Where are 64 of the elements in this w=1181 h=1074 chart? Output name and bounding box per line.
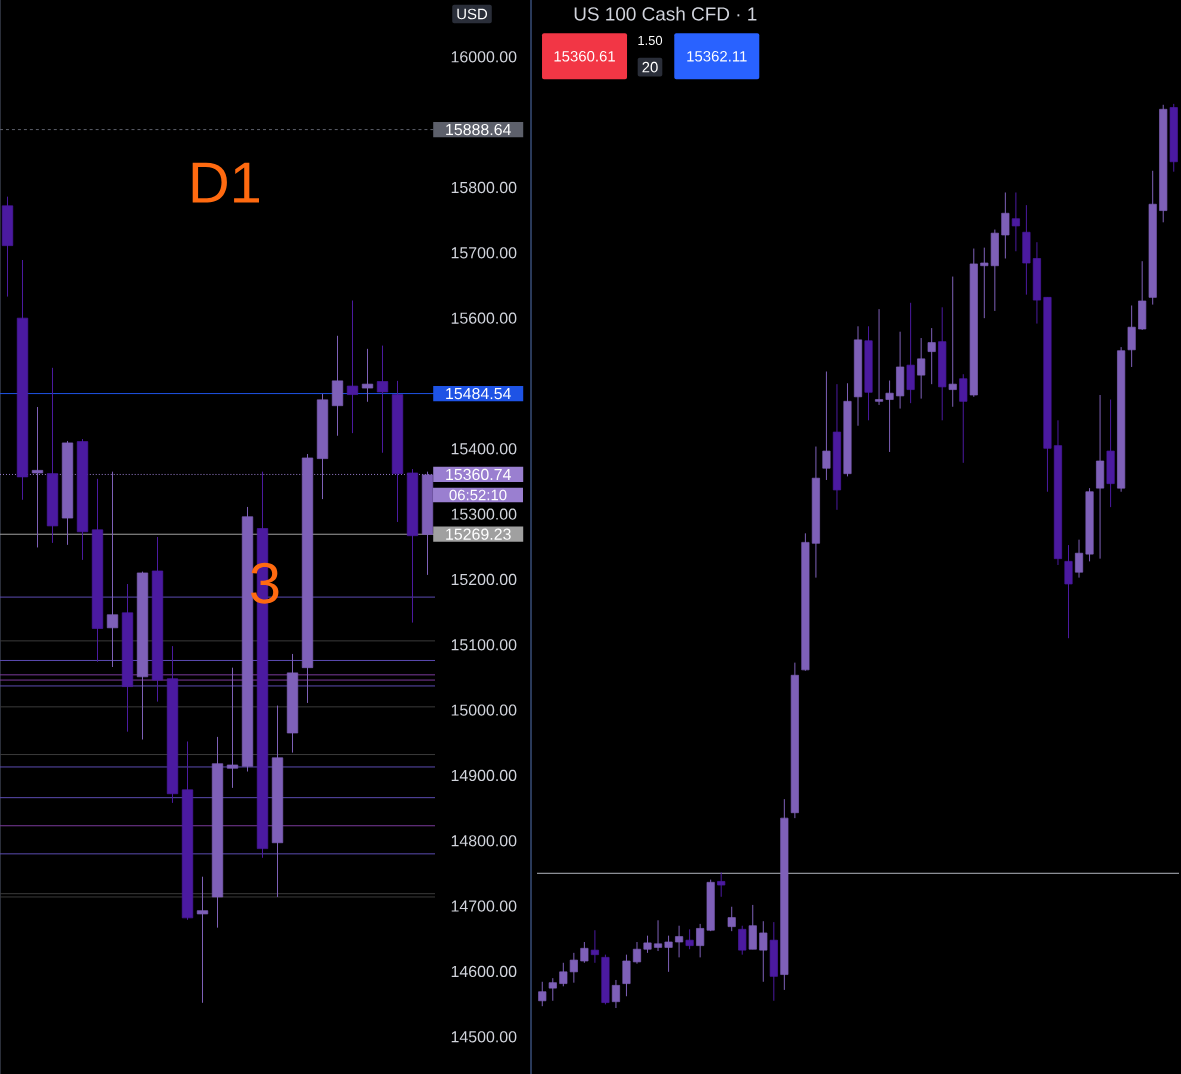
candlestick xyxy=(376,345,389,454)
y-tick-label: 14800.00 xyxy=(451,835,517,847)
candlestick xyxy=(548,977,557,1002)
y-tick-label: 14700.00 xyxy=(451,900,517,912)
ref-line-label: 15888.64 xyxy=(446,123,511,136)
y-tick-label: 15800.00 xyxy=(451,181,517,194)
candlestick xyxy=(31,406,44,548)
text: 15362.11 xyxy=(687,50,747,62)
ref-line-label: 15269.23 xyxy=(446,528,511,540)
candlestick xyxy=(885,380,894,453)
ref-line-label: 15360.74 xyxy=(446,468,511,481)
y-tick-label: 15600.00 xyxy=(451,312,517,324)
candlestick xyxy=(822,371,831,481)
candlestick xyxy=(346,300,359,434)
candlestick xyxy=(1011,191,1020,252)
candlestick xyxy=(917,337,926,400)
candlestick xyxy=(759,920,768,983)
candlestick xyxy=(632,941,642,965)
candlestick xyxy=(696,923,705,958)
candlestick xyxy=(959,373,968,464)
candlestick xyxy=(559,962,568,987)
candlestick xyxy=(685,928,694,950)
candlestick xyxy=(717,871,726,898)
y-tick-label: 16000.00 xyxy=(451,51,517,63)
candlestick xyxy=(106,471,119,668)
candlestick xyxy=(1001,191,1010,259)
candlestick xyxy=(675,925,684,958)
candlestick xyxy=(927,327,936,385)
text: 15360.61 xyxy=(554,50,615,62)
text: 06:52:10 xyxy=(449,489,507,501)
candlestick xyxy=(948,276,957,408)
y-tick-label: 15100.00 xyxy=(451,639,517,651)
annotation: D1 xyxy=(192,162,259,203)
y-tick-label: 15700.00 xyxy=(451,247,517,259)
candlestick xyxy=(727,906,736,932)
y-tick-label: 15200.00 xyxy=(451,573,517,586)
candlestick xyxy=(622,954,631,997)
candlestick xyxy=(361,348,374,403)
y-tick-label: 14600.00 xyxy=(451,965,517,978)
candlestick xyxy=(196,876,209,1004)
y-tick-label: 14500.00 xyxy=(451,1031,517,1043)
text: 1.50 xyxy=(638,35,663,45)
ref-line-label: 15484.54 xyxy=(446,387,511,400)
candlestick xyxy=(664,935,673,973)
candlestick xyxy=(748,904,757,950)
text: 20 xyxy=(642,61,658,73)
y-tick-label: 14900.00 xyxy=(451,769,517,782)
y-tick-label: 15000.00 xyxy=(451,704,517,716)
candlestick xyxy=(580,941,589,964)
candlestick xyxy=(1074,539,1084,579)
candlestick xyxy=(875,308,884,406)
y-tick-label: 15400.00 xyxy=(451,443,517,455)
y-tick-label: 15300.00 xyxy=(451,508,517,520)
candlestick xyxy=(1064,544,1073,639)
candlestick xyxy=(1127,305,1136,368)
candlestick xyxy=(611,979,620,1009)
candlestick xyxy=(569,952,578,984)
candlestick xyxy=(590,929,599,964)
candlestick xyxy=(538,981,547,1007)
text: USD xyxy=(457,8,488,20)
chart-title: US 100 Cash CFD · 1 xyxy=(574,6,757,21)
candlestick xyxy=(738,925,747,956)
candlestick xyxy=(654,919,663,952)
candlestick xyxy=(226,667,239,789)
